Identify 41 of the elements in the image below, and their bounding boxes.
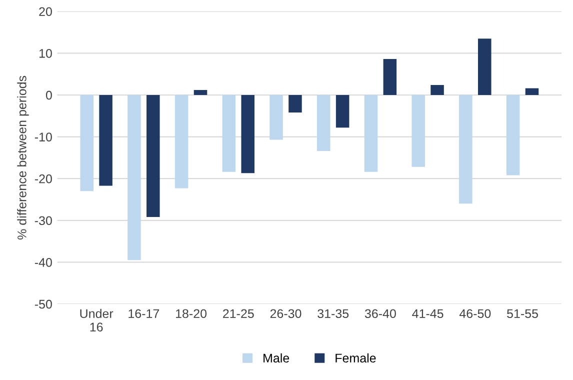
x-tick-label: 26-30 — [270, 309, 302, 318]
y-tick-label: 20 — [39, 7, 52, 16]
bar — [222, 95, 236, 172]
bar — [478, 38, 492, 95]
legend-label: Male — [264, 353, 290, 363]
bar — [80, 95, 94, 192]
y-tick-label: -50 — [34, 300, 52, 309]
y-axis-title: % difference between periods — [17, 76, 29, 240]
bar — [525, 88, 539, 95]
x-tick-label: Under 16 — [80, 308, 114, 332]
x-tick-label: 46-50 — [459, 309, 491, 318]
bar — [459, 95, 472, 204]
x-tick-label: 21-25 — [223, 309, 254, 318]
bar — [336, 95, 350, 128]
bar — [383, 59, 397, 95]
bar — [506, 95, 520, 176]
bar — [128, 95, 141, 260]
y-tick-label: 10 — [39, 49, 52, 58]
x-tick-label: 51-55 — [507, 309, 538, 318]
bar — [270, 95, 283, 140]
x-tick-label: 41-45 — [412, 309, 444, 318]
bar — [194, 90, 208, 95]
bar — [288, 95, 302, 113]
bar — [99, 95, 112, 186]
y-tick-label: 0 — [46, 90, 52, 100]
bar — [412, 95, 425, 167]
x-tick-label: 36-40 — [364, 309, 396, 318]
y-tick-label: -20 — [34, 174, 52, 184]
bar — [364, 95, 378, 172]
y-tick-label: -30 — [34, 216, 52, 226]
bar — [146, 95, 160, 218]
bar — [316, 95, 330, 152]
x-tick-label: 18-20 — [176, 309, 207, 318]
bar — [241, 95, 254, 174]
legend-label: Female — [336, 353, 376, 363]
bar — [174, 95, 188, 188]
y-tick-label: -10 — [34, 132, 52, 142]
bar — [430, 84, 444, 95]
x-tick-label: 31-35 — [318, 309, 349, 318]
y-tick-label: -40 — [34, 258, 52, 267]
x-tick-label: 16-17 — [128, 309, 160, 318]
